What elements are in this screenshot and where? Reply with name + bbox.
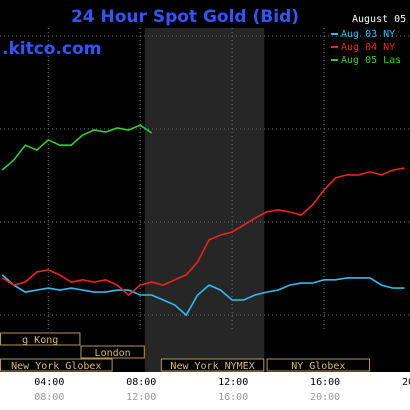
x-tick-box — [215, 374, 250, 388]
session-label: London — [95, 348, 131, 359]
x2-tick-label: 08:00 — [34, 392, 64, 403]
legend-label: Aug 05 Las — [341, 55, 401, 66]
session-bar — [0, 332, 81, 346]
x-tick-label: 12:00 — [218, 377, 248, 388]
x-tick-label: 08:00 — [126, 377, 156, 388]
session-label: g Kong — [22, 335, 58, 346]
x-tick-label: 16:00 — [310, 377, 340, 388]
h-grid — [0, 35, 410, 316]
session-bar — [80, 345, 145, 359]
legend-label: Aug 03 NY — [341, 29, 395, 40]
session-bar — [266, 358, 371, 372]
chart-title: 24 Hour Spot Gold (Bid) — [71, 7, 299, 27]
x-tick-box — [123, 374, 158, 388]
session-label: New York NYMEX — [170, 361, 254, 372]
highlight-range — [144, 28, 265, 372]
x-tick-box — [307, 374, 342, 388]
series-line — [1, 274, 405, 317]
axis-background — [0, 372, 410, 410]
session-bar — [160, 358, 265, 372]
x-tick-box — [31, 374, 66, 388]
x2-tick-label: 16:00 — [218, 392, 248, 403]
series-line — [1, 167, 405, 297]
session-label: NY Globex — [291, 361, 345, 372]
x-tick-box — [398, 374, 410, 388]
watermark: .kitco.com — [2, 39, 101, 59]
x2-tick-label: 12:00 — [126, 392, 156, 403]
legend-label: Aug 04 NY — [341, 42, 395, 53]
session-label: New York Globex — [11, 361, 101, 372]
x-tick-label: 04:00 — [34, 377, 64, 388]
x2-tick-label: 20:00 — [310, 392, 340, 403]
date-label: August 05 — [352, 14, 406, 25]
series-line — [1, 124, 153, 171]
x-tick-label: 20 — [402, 377, 410, 388]
session-bar — [0, 358, 113, 372]
